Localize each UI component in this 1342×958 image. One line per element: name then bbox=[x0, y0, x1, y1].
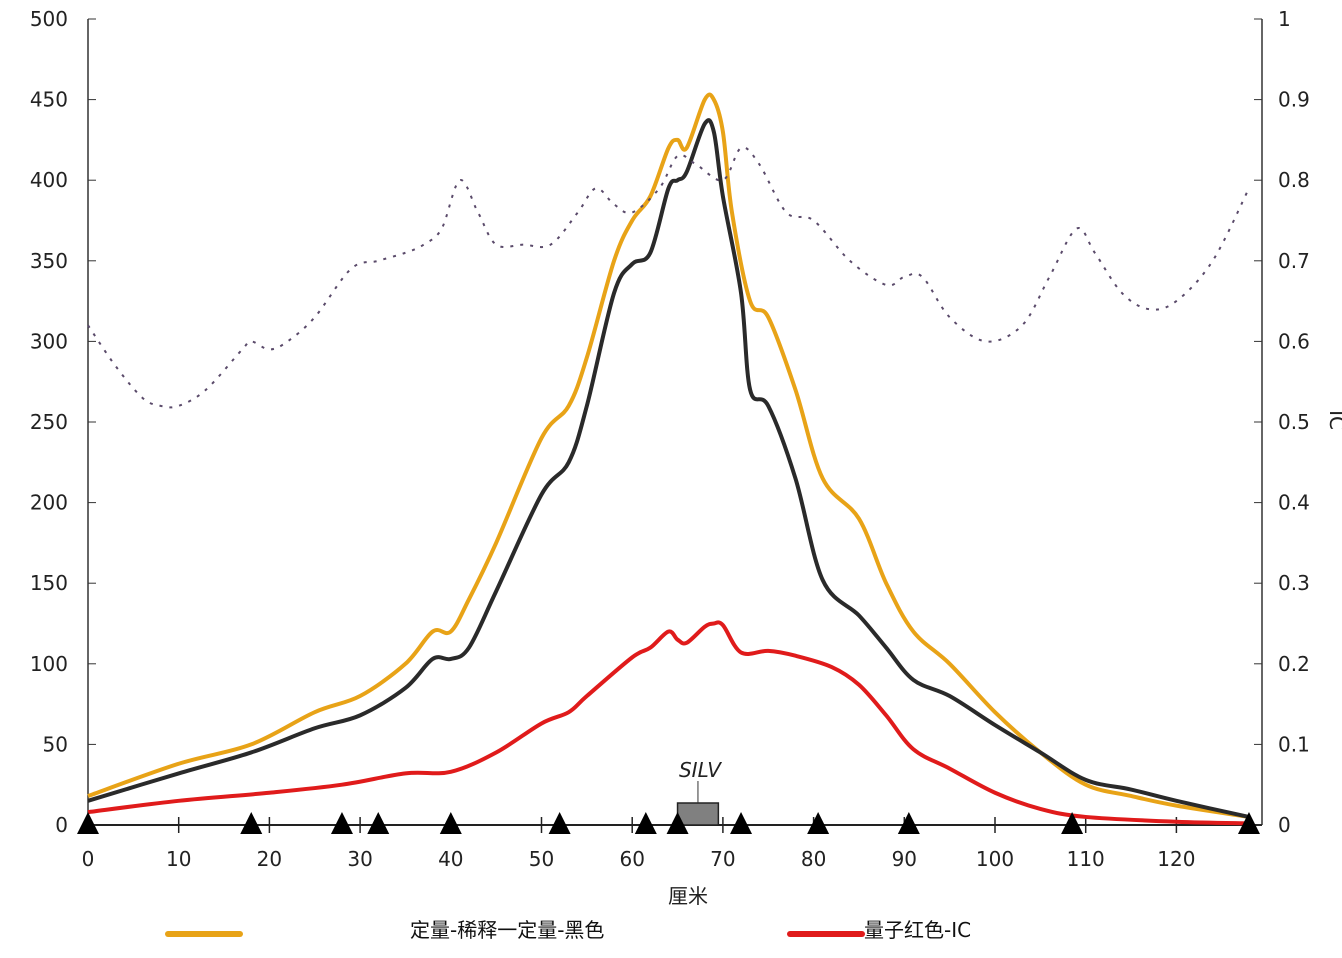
series-line-orange bbox=[87, 92, 1250, 819]
right-axis-label: IC bbox=[1325, 410, 1342, 430]
series-line-black bbox=[87, 118, 1250, 819]
y-tick-label: 250 bbox=[30, 410, 68, 434]
triangle-marker bbox=[666, 812, 689, 834]
x-tick-label: 30 bbox=[347, 847, 372, 871]
axes: 05010015020025030035040045050000.10.20.3… bbox=[30, 7, 1310, 871]
x-tick-label: 20 bbox=[257, 847, 282, 871]
y-tick-label: 500 bbox=[30, 7, 68, 31]
triangle-marker bbox=[330, 812, 353, 834]
y-tick-label: 300 bbox=[30, 329, 68, 353]
x-tick-label: 90 bbox=[892, 847, 917, 871]
x-tick-label: 70 bbox=[710, 847, 735, 871]
right-y-tick-label: 0.8 bbox=[1278, 168, 1310, 192]
right-y-tick-label: 0.3 bbox=[1278, 571, 1310, 595]
silv-box bbox=[676, 802, 720, 826]
x-tick-label: 60 bbox=[619, 847, 644, 871]
x-axis-label: 厘米 bbox=[668, 884, 708, 908]
x-tick-label: 120 bbox=[1157, 847, 1195, 871]
right-y-tick-label: 0.2 bbox=[1278, 652, 1310, 676]
triangle-marker bbox=[634, 812, 657, 834]
triangle-marker bbox=[807, 812, 830, 834]
triangle-marker bbox=[367, 812, 390, 834]
series-line-red bbox=[87, 620, 1250, 826]
x-tick-label: 110 bbox=[1067, 847, 1105, 871]
y-tick-label: 350 bbox=[30, 249, 68, 273]
x-tick-label: 40 bbox=[438, 847, 463, 871]
legend-label-red: 量子红色-IC bbox=[864, 918, 971, 942]
triangle-marker bbox=[730, 812, 753, 834]
legend-label-orange: 定量-稀释一定量-黑色 bbox=[410, 918, 604, 942]
x-tick-label: 50 bbox=[529, 847, 554, 871]
triangle-marker bbox=[77, 812, 99, 834]
triangle-marker bbox=[897, 812, 920, 834]
right-y-tick-label: 0 bbox=[1278, 813, 1291, 837]
y-tick-label: 150 bbox=[30, 571, 68, 595]
silv-label: SILV bbox=[679, 758, 722, 782]
right-y-tick-label: 0.7 bbox=[1278, 249, 1310, 273]
triangle-marker bbox=[548, 812, 571, 834]
right-y-tick-label: 0.1 bbox=[1278, 732, 1310, 756]
right-y-tick-label: 0.6 bbox=[1278, 329, 1310, 353]
triangle-marker bbox=[439, 812, 462, 834]
right-y-tick-label: 0.4 bbox=[1278, 491, 1310, 515]
y-tick-label: 450 bbox=[30, 88, 68, 112]
x-tick-label: 10 bbox=[166, 847, 191, 871]
y-tick-label: 400 bbox=[30, 168, 68, 192]
marker-group: SILV bbox=[77, 758, 1260, 834]
y-tick-label: 100 bbox=[30, 652, 68, 676]
series-group bbox=[87, 92, 1250, 826]
x-tick-label: 100 bbox=[976, 847, 1014, 871]
triangle-marker bbox=[1237, 812, 1260, 834]
y-tick-label: 200 bbox=[30, 491, 68, 515]
right-y-tick-label: 0.9 bbox=[1278, 88, 1310, 112]
triangle-marker bbox=[240, 812, 263, 834]
y-tick-label: 0 bbox=[55, 813, 68, 837]
series-line-ic bbox=[87, 146, 1250, 409]
triangle-marker bbox=[1061, 812, 1084, 834]
right-y-tick-label: 1 bbox=[1278, 7, 1291, 31]
y-tick-label: 50 bbox=[43, 732, 68, 756]
x-tick-label: 0 bbox=[82, 847, 95, 871]
right-y-tick-label: 0.5 bbox=[1278, 410, 1310, 434]
x-tick-label: 80 bbox=[801, 847, 826, 871]
